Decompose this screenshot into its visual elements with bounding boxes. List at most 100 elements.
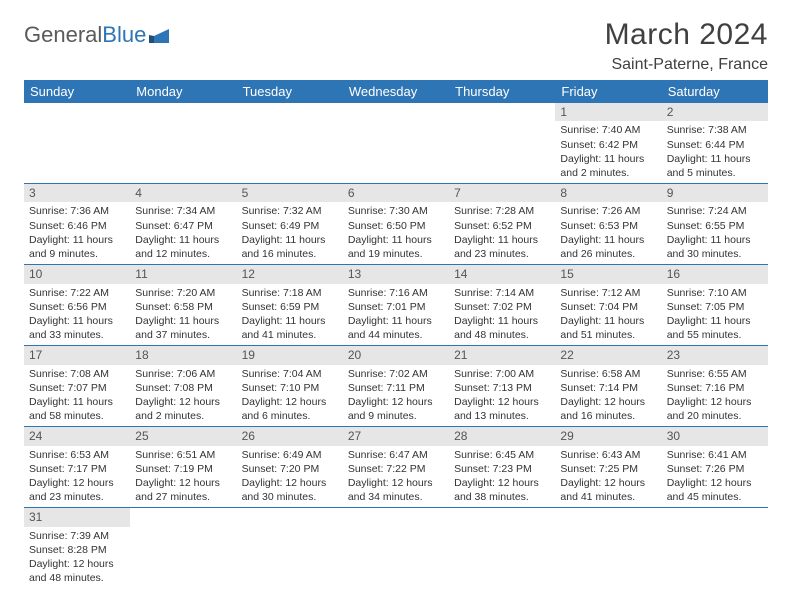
sunrise-text: Sunrise: 6:58 AM [560, 367, 656, 381]
daylight-text: Daylight: 12 hours and 30 minutes. [242, 476, 338, 504]
logo: GeneralBlue [24, 18, 170, 48]
daylight-text: Daylight: 11 hours and 12 minutes. [135, 233, 231, 261]
sunrise-text: Sunrise: 7:32 AM [242, 204, 338, 218]
daylight-text: Daylight: 11 hours and 2 minutes. [560, 152, 656, 180]
calendar-cell: 28Sunrise: 6:45 AMSunset: 7:23 PMDayligh… [449, 427, 555, 508]
sunset-text: Sunset: 7:01 PM [348, 300, 444, 314]
calendar-cell: 4Sunrise: 7:34 AMSunset: 6:47 PMDaylight… [130, 184, 236, 265]
sunset-text: Sunset: 7:25 PM [560, 462, 656, 476]
daylight-text: Daylight: 11 hours and 58 minutes. [29, 395, 125, 423]
calendar-cell [662, 508, 768, 589]
sunset-text: Sunset: 6:58 PM [135, 300, 231, 314]
calendar-cell [343, 103, 449, 184]
day-number: 30 [662, 427, 768, 445]
weekday-header: Friday [555, 80, 661, 103]
calendar-cell [555, 508, 661, 589]
day-number: 23 [662, 346, 768, 364]
day-number: 12 [237, 265, 343, 283]
sunrise-text: Sunrise: 7:30 AM [348, 204, 444, 218]
day-number: 31 [24, 508, 130, 526]
sunrise-text: Sunrise: 7:24 AM [667, 204, 763, 218]
sunrise-text: Sunrise: 6:45 AM [454, 448, 550, 462]
sunset-text: Sunset: 7:19 PM [135, 462, 231, 476]
day-number: 20 [343, 346, 449, 364]
logo-flag-icon [148, 26, 170, 44]
sunrise-text: Sunrise: 7:16 AM [348, 286, 444, 300]
sunset-text: Sunset: 7:16 PM [667, 381, 763, 395]
day-details: Sunrise: 6:58 AMSunset: 7:14 PMDaylight:… [555, 365, 661, 427]
sunrise-text: Sunrise: 6:47 AM [348, 448, 444, 462]
sunset-text: Sunset: 8:28 PM [29, 543, 125, 557]
sunrise-text: Sunrise: 7:10 AM [667, 286, 763, 300]
sunset-text: Sunset: 7:20 PM [242, 462, 338, 476]
calendar-cell: 5 Sunrise: 7:32 AMSunset: 6:49 PMDaylight… [237, 184, 343, 265]
calendar-row: 31Sunrise: 7:39 AMSunset: 8:28 PMDayligh… [24, 508, 768, 589]
calendar-row: 24Sunrise: 6:53 AMSunset: 7:17 PMDayligh… [24, 427, 768, 508]
daylight-text: Daylight: 12 hours and 16 minutes. [560, 395, 656, 423]
sunrise-text: Sunrise: 7:26 AM [560, 204, 656, 218]
weekday-header: Wednesday [343, 80, 449, 103]
day-number: 21 [449, 346, 555, 364]
calendar-cell [237, 103, 343, 184]
day-number [24, 103, 130, 107]
day-details: Sunrise: 7:04 AMSunset: 7:10 PMDaylight:… [237, 365, 343, 427]
day-details: Sunrise: 7:00 AMSunset: 7:13 PMDaylight:… [449, 365, 555, 427]
sunset-text: Sunset: 6:49 PM [242, 219, 338, 233]
daylight-text: Daylight: 11 hours and 44 minutes. [348, 314, 444, 342]
day-number [662, 508, 768, 512]
sunset-text: Sunset: 6:44 PM [667, 138, 763, 152]
sunrise-text: Sunrise: 7:28 AM [454, 204, 550, 218]
calendar-cell: 24Sunrise: 6:53 AMSunset: 7:17 PMDayligh… [24, 427, 130, 508]
calendar-cell: 15Sunrise: 7:12 AMSunset: 7:04 PMDayligh… [555, 265, 661, 346]
calendar-cell: 12Sunrise: 7:18 AMSunset: 6:59 PMDayligh… [237, 265, 343, 346]
sunset-text: Sunset: 6:55 PM [667, 219, 763, 233]
day-number: 7 [449, 184, 555, 202]
day-number [130, 508, 236, 512]
sunset-text: Sunset: 7:02 PM [454, 300, 550, 314]
day-number: 5 [237, 184, 343, 202]
sunrise-text: Sunrise: 7:20 AM [135, 286, 231, 300]
day-number: 25 [130, 427, 236, 445]
sunset-text: Sunset: 7:07 PM [29, 381, 125, 395]
day-number [237, 508, 343, 512]
day-number [343, 508, 449, 512]
day-details: Sunrise: 7:40 AMSunset: 6:42 PMDaylight:… [555, 121, 661, 183]
sunset-text: Sunset: 7:22 PM [348, 462, 444, 476]
daylight-text: Daylight: 12 hours and 6 minutes. [242, 395, 338, 423]
sunrise-text: Sunrise: 7:38 AM [667, 123, 763, 137]
sunrise-text: Sunrise: 7:14 AM [454, 286, 550, 300]
day-number [237, 103, 343, 107]
day-details: Sunrise: 7:02 AMSunset: 7:11 PMDaylight:… [343, 365, 449, 427]
daylight-text: Daylight: 11 hours and 51 minutes. [560, 314, 656, 342]
day-number [343, 103, 449, 107]
sunset-text: Sunset: 7:11 PM [348, 381, 444, 395]
calendar-cell: 9Sunrise: 7:24 AMSunset: 6:55 PMDaylight… [662, 184, 768, 265]
weekday-header: Monday [130, 80, 236, 103]
daylight-text: Daylight: 12 hours and 27 minutes. [135, 476, 231, 504]
day-details: Sunrise: 7:36 AMSunset: 6:46 PMDaylight:… [24, 202, 130, 264]
weekday-header: Tuesday [237, 80, 343, 103]
daylight-text: Daylight: 11 hours and 16 minutes. [242, 233, 338, 261]
daylight-text: Daylight: 12 hours and 9 minutes. [348, 395, 444, 423]
day-number: 4 [130, 184, 236, 202]
sunrise-text: Sunrise: 6:43 AM [560, 448, 656, 462]
sunset-text: Sunset: 6:53 PM [560, 219, 656, 233]
day-details: Sunrise: 6:55 AMSunset: 7:16 PMDaylight:… [662, 365, 768, 427]
sunrise-text: Sunrise: 6:51 AM [135, 448, 231, 462]
sunset-text: Sunset: 7:26 PM [667, 462, 763, 476]
daylight-text: Daylight: 11 hours and 30 minutes. [667, 233, 763, 261]
calendar-cell: 17Sunrise: 7:08 AMSunset: 7:07 PMDayligh… [24, 346, 130, 427]
day-number [130, 103, 236, 107]
daylight-text: Daylight: 12 hours and 23 minutes. [29, 476, 125, 504]
sunrise-text: Sunrise: 7:04 AM [242, 367, 338, 381]
sunrise-text: Sunrise: 7:08 AM [29, 367, 125, 381]
day-number: 1 [555, 103, 661, 121]
day-number [449, 103, 555, 107]
logo-word1: General [24, 22, 102, 48]
sunset-text: Sunset: 6:50 PM [348, 219, 444, 233]
calendar-cell: 2Sunrise: 7:38 AMSunset: 6:44 PMDaylight… [662, 103, 768, 184]
day-number: 8 [555, 184, 661, 202]
day-details: Sunrise: 7:12 AMSunset: 7:04 PMDaylight:… [555, 284, 661, 346]
daylight-text: Daylight: 12 hours and 38 minutes. [454, 476, 550, 504]
sunrise-text: Sunrise: 7:00 AM [454, 367, 550, 381]
